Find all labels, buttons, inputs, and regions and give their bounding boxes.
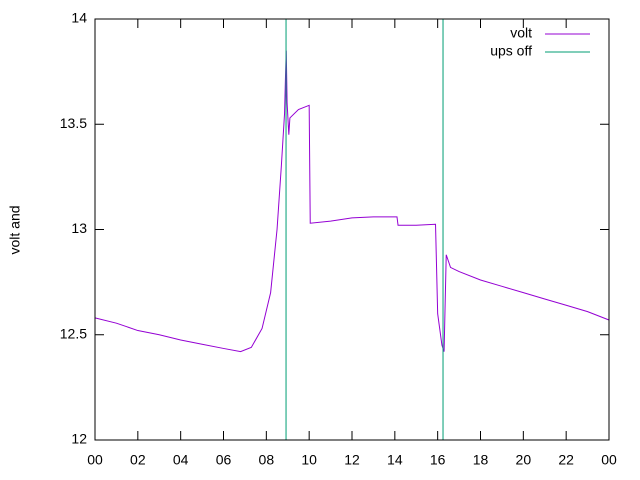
y-tick-label: 13 <box>71 220 87 236</box>
y-axis-label: volt and <box>7 205 23 254</box>
x-tick-label: 18 <box>473 452 489 468</box>
x-tick-label: 16 <box>430 452 446 468</box>
x-tick-label: 04 <box>173 452 189 468</box>
plot-frame <box>94 18 610 441</box>
x-tick-label: 08 <box>259 452 275 468</box>
x-tick-label: 10 <box>301 452 317 468</box>
x-tick-label: 14 <box>387 452 403 468</box>
y-tick-label: 12.5 <box>60 325 87 341</box>
x-tick-label: 20 <box>516 452 532 468</box>
x-tick-label: 22 <box>558 452 574 468</box>
x-tick-label: 06 <box>216 452 232 468</box>
y-tick-label: 12 <box>71 431 87 447</box>
legend-label: volt <box>510 25 532 41</box>
x-tick-label: 12 <box>344 452 360 468</box>
legend-label: ups off <box>490 43 532 59</box>
y-tick-label: 14 <box>71 10 87 26</box>
x-tick-label: 02 <box>130 452 146 468</box>
x-tick-label: 00 <box>601 452 617 468</box>
x-tick-label: 00 <box>87 452 103 468</box>
y-tick-label: 13.5 <box>60 115 87 131</box>
volt-line <box>94 50 610 353</box>
